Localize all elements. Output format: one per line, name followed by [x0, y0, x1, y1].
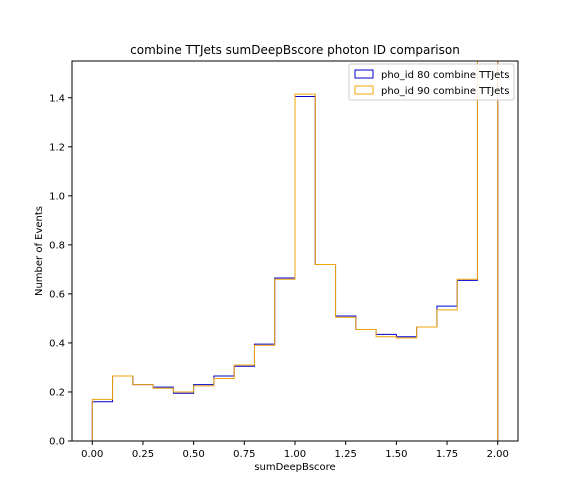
x-tick-label: 0.00 [81, 449, 103, 460]
y-tick-label: 1.2 [49, 142, 65, 153]
x-tick-label: 0.75 [233, 449, 255, 460]
legend: pho_id 80 combine TTJets pho_id 90 combin… [348, 63, 515, 101]
x-tick-label: 1.75 [436, 449, 458, 460]
legend-label-1: pho_id 80 combine TTJets [381, 70, 509, 81]
y-axis-label: Number of Events [34, 206, 45, 296]
x-tick-label: 1.50 [385, 449, 407, 460]
legend-swatch-1 [354, 69, 374, 79]
y-tick-label: 0.4 [49, 338, 65, 349]
y-axis: 0.0 0.2 0.4 0.6 0.8 1.0 1.2 1.4 [49, 93, 72, 448]
y-tick-label: 1.0 [49, 191, 65, 202]
y-tick-label: 0.2 [49, 387, 65, 398]
y-tick-label: 0.8 [49, 240, 65, 251]
x-axis-label: sumDeepBscore [254, 462, 335, 473]
series-line-2 [91, 60, 499, 441]
x-tick-label: 1.25 [335, 449, 357, 460]
x-tick-label: 0.50 [183, 449, 205, 460]
legend-swatch-2 [354, 85, 374, 95]
x-tick-label: 0.25 [132, 449, 154, 460]
y-tick-label: 0.6 [49, 289, 65, 300]
x-tick-label: 2.00 [487, 449, 509, 460]
x-axis: 0.00 0.25 0.50 0.75 1.00 1.25 1.50 1.75 2.00 [81, 441, 509, 460]
y-tick-label: 0.0 [49, 437, 65, 448]
y-tick-label: 1.4 [49, 93, 65, 104]
legend-box [348, 63, 515, 101]
legend-label-2: pho_id 90 combine TTJets [381, 86, 509, 97]
x-tick-label: 1.00 [284, 449, 306, 460]
chart-title: combine TTJets sumDeepBscore photon ID c… [130, 43, 460, 57]
plot-area [71, 60, 519, 442]
